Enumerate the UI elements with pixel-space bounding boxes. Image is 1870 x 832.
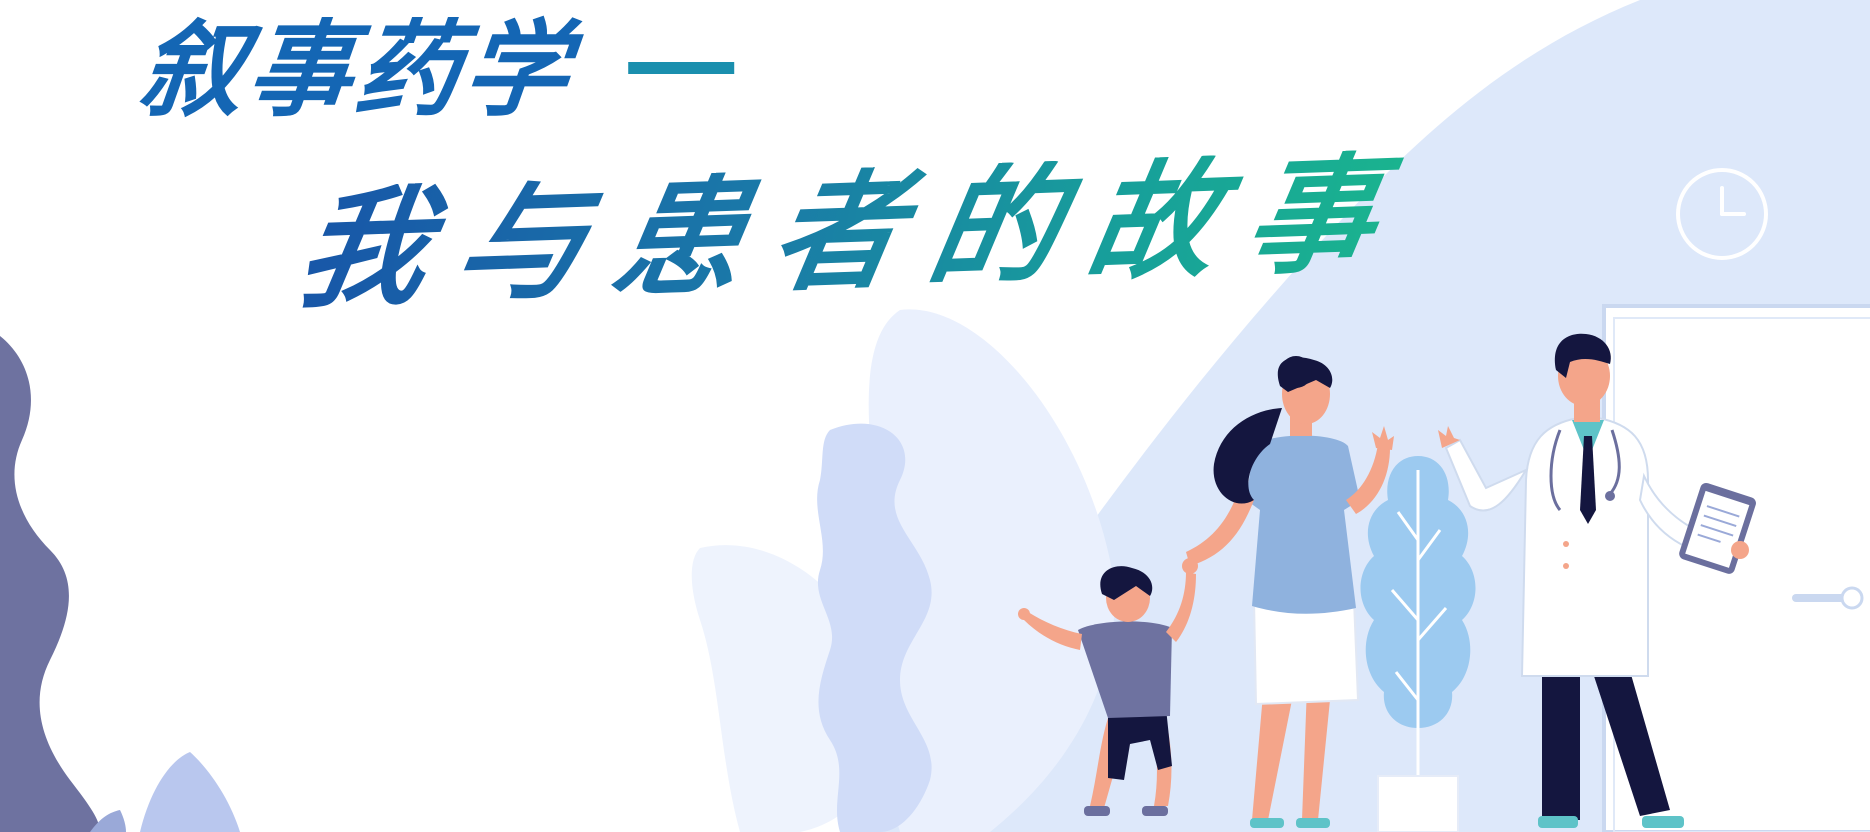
child xyxy=(1018,558,1198,816)
title-dash xyxy=(628,61,735,74)
page-subtitle: 我与患者的故事 xyxy=(287,137,1419,327)
leaf-wavy xyxy=(817,423,932,832)
wave-left-accent-2 xyxy=(90,810,126,832)
wave-left-accent xyxy=(140,752,240,832)
doctor xyxy=(1438,333,1756,828)
page-title: 叙事药学 xyxy=(134,9,740,131)
stethoscope-icon xyxy=(1549,429,1621,511)
potted-plant xyxy=(1360,456,1476,832)
door-handle-icon xyxy=(1792,586,1864,610)
mother xyxy=(1186,356,1394,828)
leaf-tall xyxy=(868,309,1115,832)
clock-icon xyxy=(1676,168,1768,260)
wave-left xyxy=(0,336,100,832)
title-text: 叙事药学 xyxy=(133,9,579,131)
